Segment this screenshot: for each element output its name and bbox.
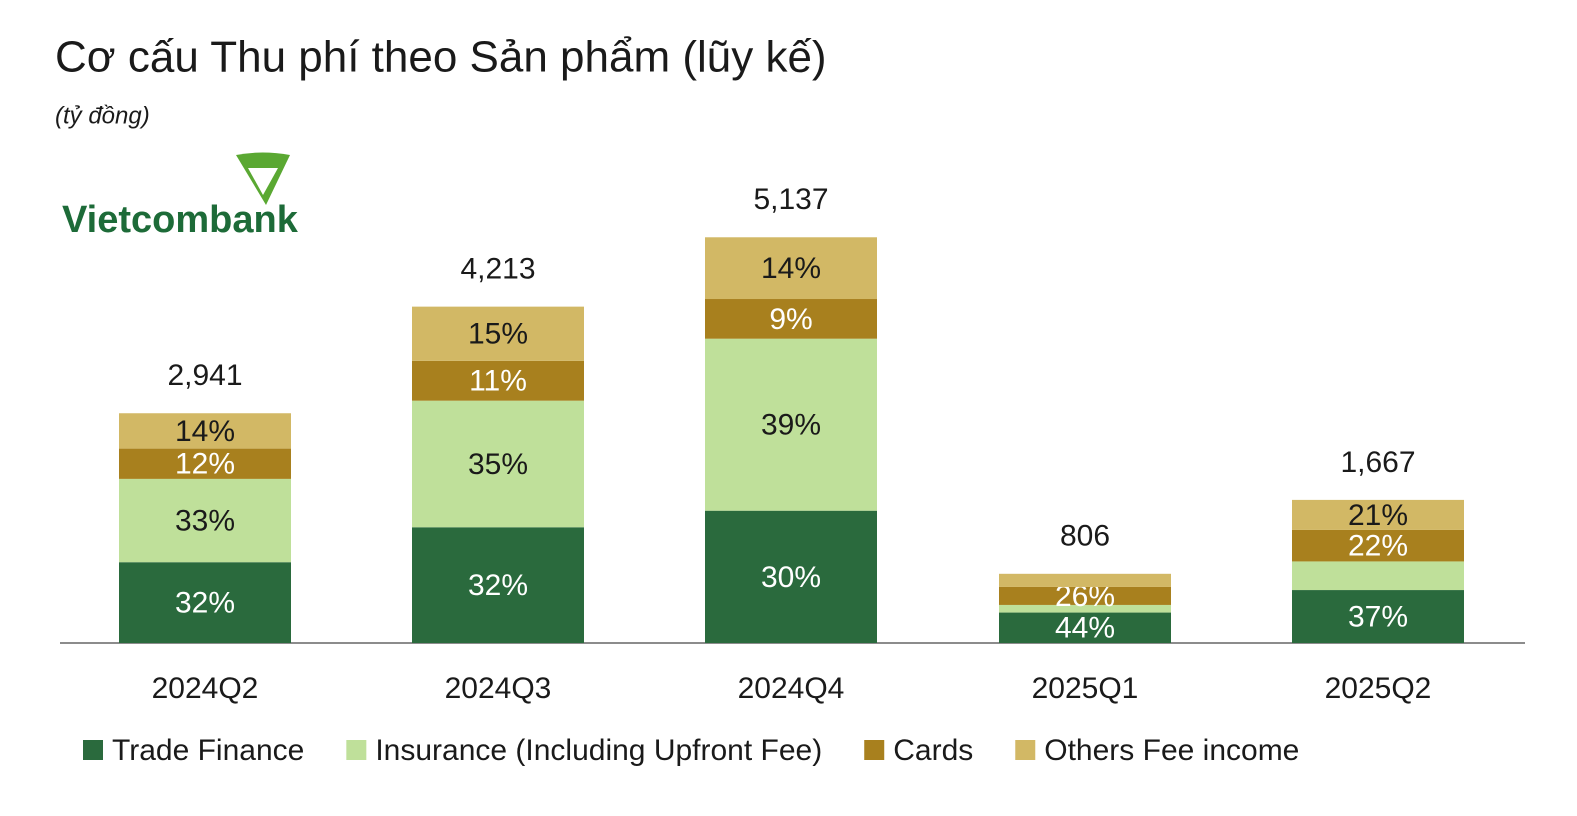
bar-segment [705,237,877,300]
bar-segment [412,306,584,361]
data-label: 12% [175,448,235,481]
bar-segment [705,338,877,511]
bar-segment [1292,529,1464,562]
data-label: 9% [769,303,812,336]
chart-title: Cơ cấu Thu phí theo Sản phẩm (lũy kế) [55,33,827,82]
bar-segment [412,400,584,528]
bar-segment [119,448,291,479]
bar-segment [119,413,291,449]
total-label: 806 [1060,520,1110,553]
data-label: 22% [1348,530,1408,563]
legend-label: Insurance (Including Upfront Fee) [375,734,822,767]
data-label: 32% [468,569,528,602]
bar-segment [119,478,291,563]
x-tick-label: 2024Q3 [445,672,552,705]
data-label: 39% [761,409,821,442]
x-tick-label: 2024Q2 [152,672,259,705]
bar-segment [999,573,1171,587]
bar-segment [1292,561,1464,591]
data-label: 14% [761,252,821,285]
x-tick-label: 2025Q2 [1325,672,1432,705]
data-label: 44% [1055,612,1115,645]
data-label: 14% [175,415,235,448]
total-label: 5,137 [753,183,828,216]
bar-segment [1292,590,1464,643]
data-label: 35% [468,448,528,481]
x-tick-label: 2024Q4 [738,672,845,705]
data-label: 32% [175,587,235,620]
bar-segment [999,586,1171,605]
legend-swatch [1015,740,1036,760]
chart-subtitle: (tỷ đồng) [55,102,150,129]
logo-mark-inner [248,168,278,195]
data-label: 30% [761,561,821,594]
legend-swatch [864,740,885,760]
data-label: 21% [1348,499,1408,532]
total-label: 4,213 [460,253,535,286]
x-tick-label: 2025Q1 [1032,672,1139,705]
data-label: 33% [175,504,235,537]
data-label: 15% [468,318,528,351]
bar-segment [999,604,1171,613]
total-label: 2,941 [167,359,242,392]
legend-label: Cards [893,734,973,767]
bar-segment [1292,499,1464,530]
legend-label: Others Fee income [1044,734,1299,767]
bar-segment [999,612,1171,643]
data-label: 11% [469,365,527,398]
bar-segment [412,360,584,401]
legend-swatch [83,740,103,760]
total-label: 1,667 [1340,446,1415,479]
logo-text: Vietcombank [62,199,299,241]
data-label: 37% [1348,600,1408,633]
legend-label: Trade Finance [112,734,304,767]
bar-segment [119,562,291,643]
legend-swatch [346,740,367,760]
bar-segment [412,527,584,643]
bar-segment [705,299,877,339]
logo: Vietcombank [62,152,299,241]
bar-segment [705,510,877,643]
